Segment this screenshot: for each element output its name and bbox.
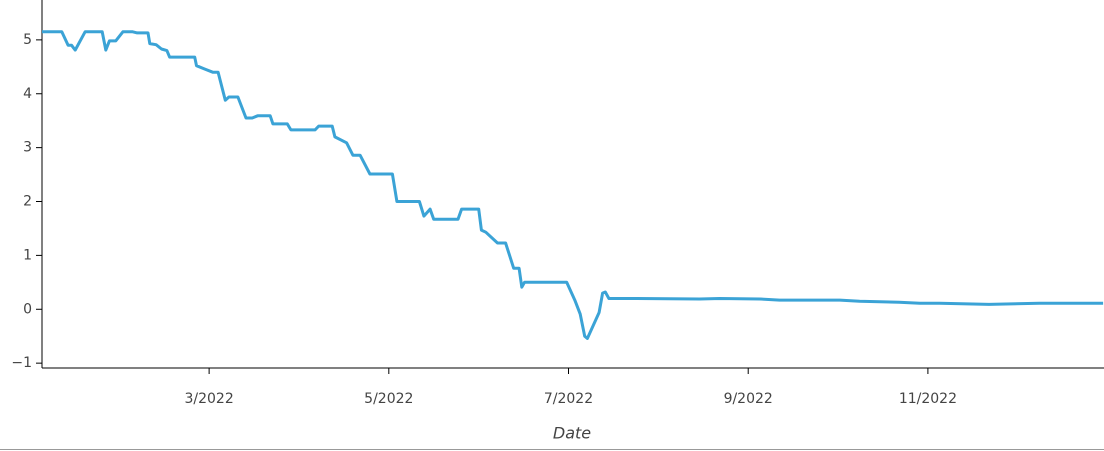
x-axis-label: Date <box>553 424 591 443</box>
x-tick-label: 5/2022 <box>364 391 413 407</box>
x-tick-label: 7/2022 <box>544 391 593 407</box>
x-tick-label: 3/2022 <box>184 391 233 407</box>
y-tick-label: 3 <box>23 140 32 156</box>
y-tick-label: 1 <box>23 247 32 263</box>
y-tick-label: 2 <box>23 194 32 210</box>
data-line <box>42 30 1104 340</box>
y-tick-label: 4 <box>23 86 32 102</box>
x-tick-label: 9/2022 <box>724 391 773 407</box>
y-tick-label: −1 <box>11 355 32 371</box>
y-tick-label: 5 <box>23 32 32 48</box>
x-tick-label: 11/2022 <box>899 391 957 407</box>
y-tick-label: 0 <box>23 301 32 317</box>
